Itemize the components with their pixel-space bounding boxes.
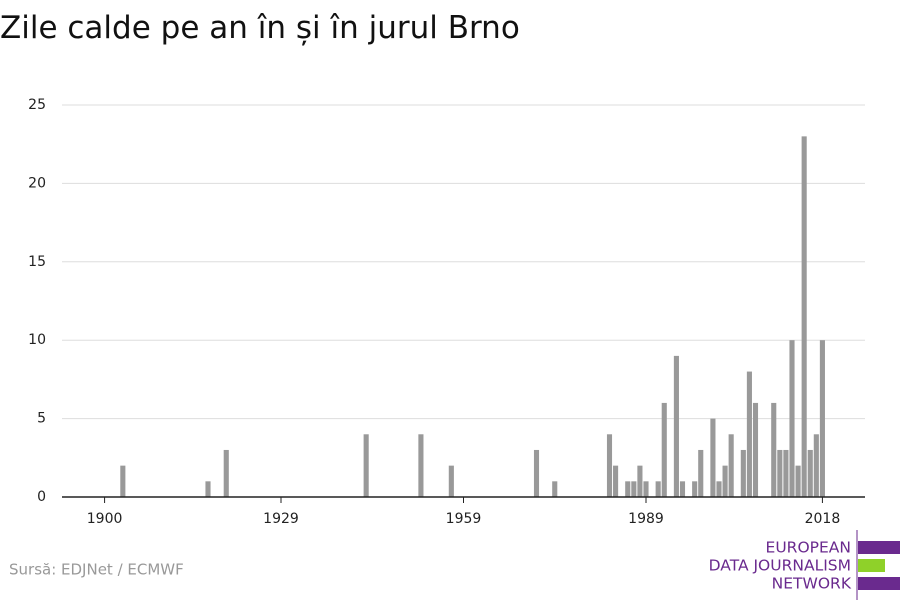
bar — [740, 449, 746, 497]
bar — [625, 481, 631, 497]
bar — [679, 481, 686, 497]
y-tick-label: 0 — [37, 489, 46, 505]
bar — [606, 434, 613, 497]
bar — [631, 481, 637, 497]
bar — [223, 449, 229, 497]
y-tick-label: 20 — [28, 175, 46, 191]
bar — [789, 340, 795, 497]
bar — [710, 418, 716, 497]
logo-bar — [858, 577, 900, 590]
bar — [801, 136, 807, 498]
bar — [795, 465, 801, 497]
bar — [783, 449, 789, 497]
bar — [637, 465, 643, 497]
y-tick-label: 15 — [28, 254, 46, 270]
bar — [120, 465, 126, 497]
y-tick-label: 10 — [28, 332, 46, 348]
bar — [418, 434, 424, 497]
bar — [673, 355, 679, 497]
bar — [363, 434, 369, 497]
bar — [692, 481, 698, 497]
bar — [205, 481, 211, 497]
source: Sursă: EDJNet / ECMWF — [9, 561, 184, 579]
chart-title: Zile calde pe an în și în jurul Brno — [0, 10, 520, 46]
bar — [813, 434, 819, 497]
bar — [746, 371, 752, 497]
bar — [752, 402, 759, 497]
bar — [655, 481, 661, 497]
bar — [807, 449, 813, 497]
bar — [728, 434, 734, 497]
bar — [771, 402, 777, 497]
bar — [819, 340, 825, 497]
y-tick-label: 5 — [37, 411, 46, 427]
x-tick-label: 1900 — [87, 511, 123, 527]
bar — [698, 449, 704, 497]
bar — [448, 465, 454, 497]
bar — [722, 465, 728, 497]
logo-text: DATA JOURNALISM — [709, 557, 851, 575]
bar — [777, 449, 783, 497]
logo-text: NETWORK — [772, 575, 852, 593]
logo-bar — [858, 559, 885, 572]
bar — [533, 449, 540, 497]
x-tick-label: 1959 — [446, 511, 482, 527]
x-tick-label: 1989 — [628, 511, 664, 527]
y-tick-label: 25 — [28, 97, 46, 113]
x-tick-label: 2018 — [805, 511, 841, 527]
logo-bar — [858, 541, 900, 554]
bar — [716, 481, 722, 497]
bar — [552, 481, 558, 497]
bar — [613, 465, 619, 497]
bar — [661, 402, 667, 497]
x-tick-label: 1929 — [263, 511, 299, 527]
logo-text: EUROPEAN — [766, 539, 851, 557]
bar — [643, 481, 649, 497]
